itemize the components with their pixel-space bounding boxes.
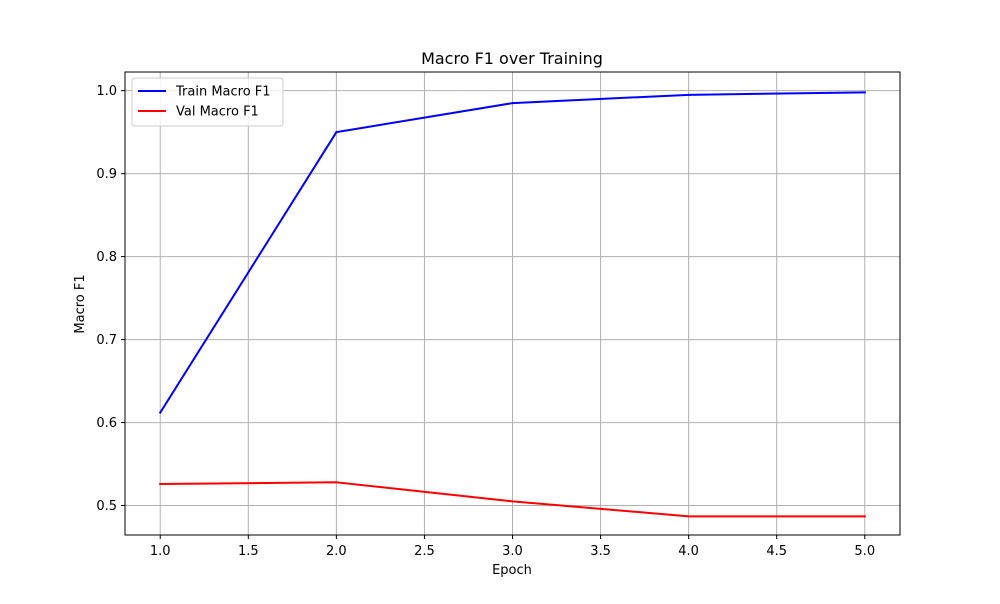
data-point — [863, 515, 866, 518]
x-tick-label: 2.0 — [326, 544, 347, 559]
data-point — [511, 500, 514, 503]
y-tick-label: 0.9 — [96, 167, 117, 182]
y-tick-label: 0.5 — [96, 499, 117, 514]
data-point — [863, 91, 866, 94]
y-tick-label: 0.6 — [96, 416, 117, 431]
y-tick-label: 1.0 — [96, 84, 117, 99]
data-point — [511, 102, 514, 105]
x-tick-label: 1.0 — [150, 544, 171, 559]
axis-ticks: 1.0 1.5 2.0 2.5 3.0 3.5 4.0 4.5 5.0 0.5 0.6 0.7 0.8 0… — [96, 84, 875, 559]
x-tick-label: 2.5 — [414, 544, 435, 559]
x-tick-label: 1.5 — [238, 544, 259, 559]
legend: Train Macro F1 Val Macro F1 — [131, 77, 284, 127]
legend-label-train: Train Macro F1 — [175, 85, 271, 100]
y-tick-label: 0.7 — [96, 333, 117, 348]
x-tick-label: 3.5 — [590, 544, 611, 559]
series-lines — [158, 91, 866, 518]
legend-box — [131, 77, 284, 127]
data-point — [159, 482, 162, 485]
chart-title: Macro F1 over Training — [421, 49, 603, 68]
x-tick-label: 4.0 — [678, 544, 699, 559]
y-axis-label: Macro F1 — [73, 274, 88, 333]
y-tick-label: 0.8 — [96, 250, 117, 265]
x-tick-label: 4.5 — [766, 544, 787, 559]
grid-lines — [125, 72, 900, 535]
data-point — [159, 411, 162, 414]
data-point — [335, 481, 338, 484]
x-tick-label: 3.0 — [502, 544, 523, 559]
x-axis-label: Epoch — [492, 563, 532, 578]
x-tick-label: 5.0 — [854, 544, 875, 559]
data-point — [335, 131, 338, 134]
data-point — [687, 93, 690, 96]
legend-label-val: Val Macro F1 — [176, 105, 259, 120]
data-point — [687, 515, 690, 518]
